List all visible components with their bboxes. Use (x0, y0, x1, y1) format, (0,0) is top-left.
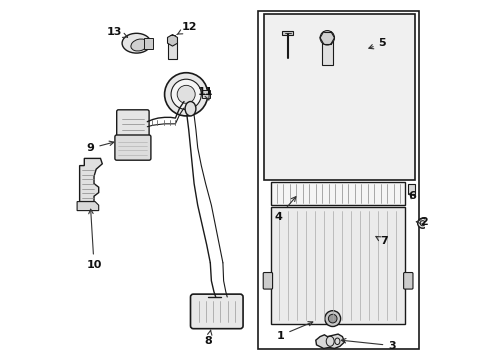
Text: 13: 13 (106, 27, 127, 37)
Text: 8: 8 (204, 330, 212, 346)
Bar (264, 14, 415, 180)
Polygon shape (80, 158, 102, 202)
Text: 3: 3 (341, 338, 395, 351)
Ellipse shape (122, 33, 151, 53)
FancyBboxPatch shape (403, 273, 412, 289)
Circle shape (320, 31, 334, 45)
Text: 4: 4 (274, 197, 295, 222)
Text: 10: 10 (86, 209, 102, 270)
Polygon shape (315, 334, 344, 348)
Bar (202, 90, 210, 98)
FancyBboxPatch shape (263, 273, 272, 289)
Text: 5: 5 (368, 38, 386, 49)
Bar (321, 41, 332, 65)
Text: 11: 11 (198, 87, 213, 100)
Circle shape (177, 85, 195, 103)
Circle shape (328, 314, 336, 323)
Bar (271, 182, 404, 205)
Circle shape (171, 79, 201, 109)
Text: 1: 1 (276, 321, 312, 341)
Bar (143, 38, 152, 49)
Circle shape (417, 218, 427, 228)
FancyBboxPatch shape (117, 110, 149, 139)
Bar (168, 42, 177, 59)
Polygon shape (77, 202, 99, 211)
Text: 12: 12 (177, 22, 197, 35)
Ellipse shape (185, 102, 196, 116)
Polygon shape (167, 35, 177, 46)
Bar (282, 31, 292, 35)
Bar (258, 11, 418, 349)
Circle shape (324, 311, 340, 327)
Text: 2: 2 (416, 217, 427, 227)
FancyBboxPatch shape (190, 294, 243, 329)
FancyBboxPatch shape (115, 135, 151, 160)
Text: 6: 6 (407, 191, 415, 201)
Bar (271, 207, 404, 324)
Circle shape (164, 73, 207, 116)
Text: 7: 7 (375, 236, 387, 246)
Bar (407, 184, 414, 194)
Text: 9: 9 (86, 141, 114, 153)
Ellipse shape (131, 39, 147, 51)
